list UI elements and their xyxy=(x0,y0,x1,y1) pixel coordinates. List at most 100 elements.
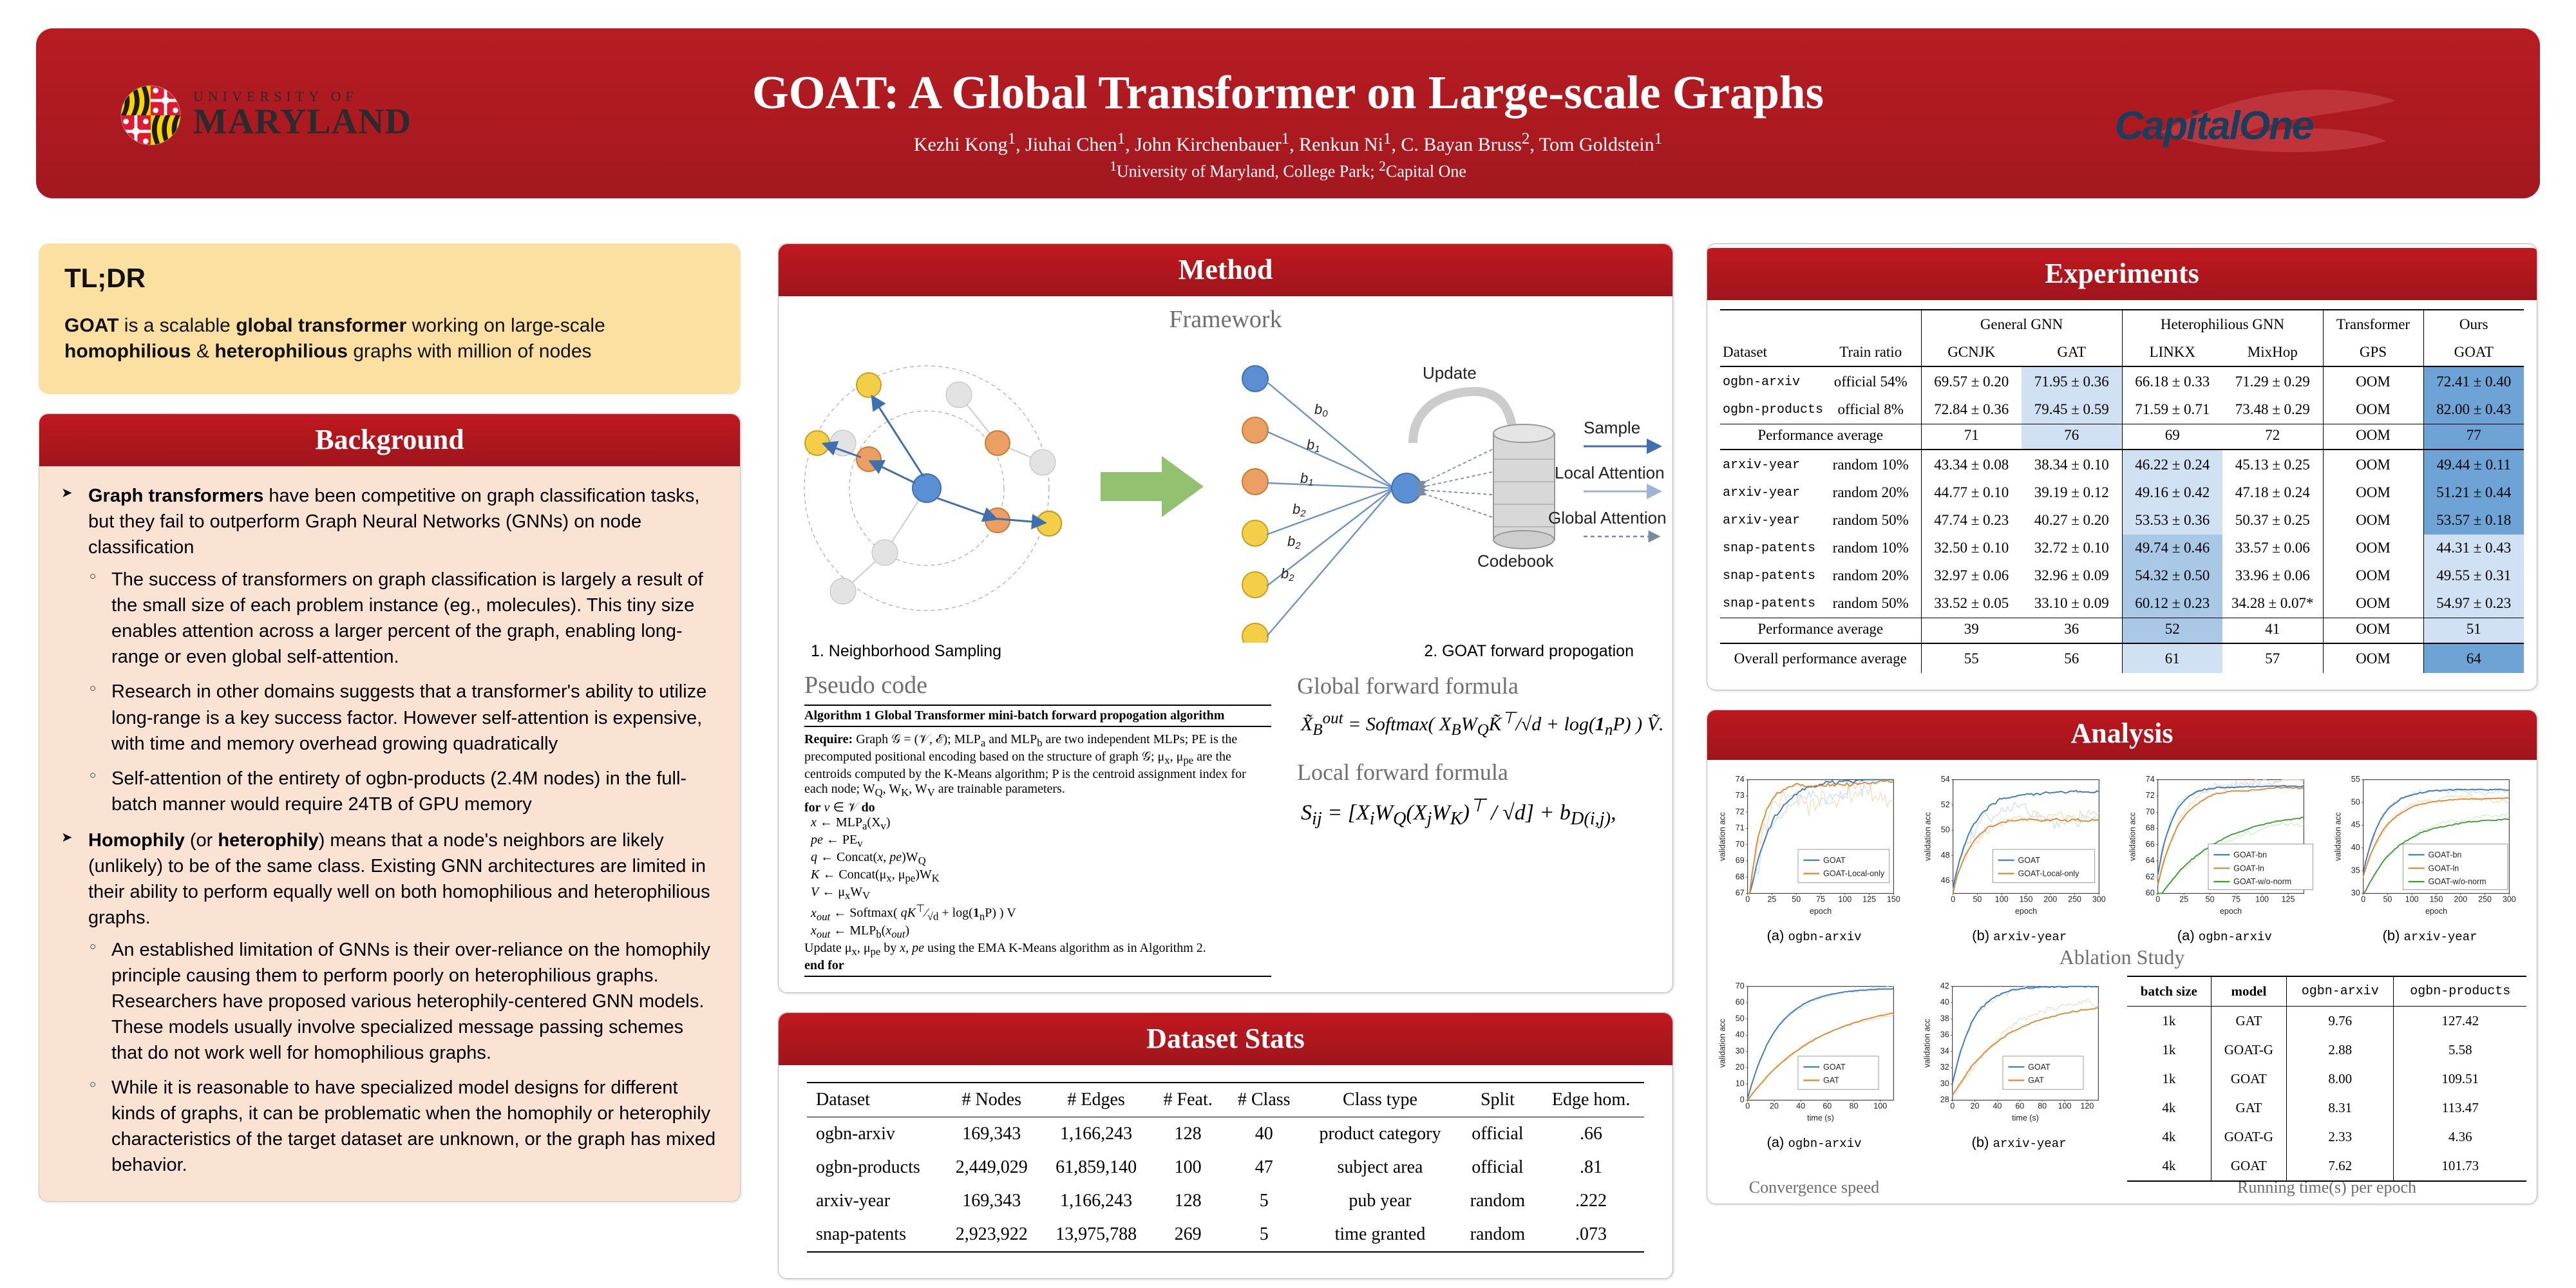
svg-text:epoch: epoch xyxy=(2015,907,2037,916)
svg-text:62: 62 xyxy=(2146,872,2155,881)
svg-text:GOAT-ln: GOAT-ln xyxy=(2428,864,2459,873)
svg-text:125: 125 xyxy=(2282,895,2295,904)
svg-text:20: 20 xyxy=(1736,1063,1745,1072)
svg-text:75: 75 xyxy=(1816,895,1825,904)
svg-text:46: 46 xyxy=(1940,876,1949,885)
svg-text:50: 50 xyxy=(1940,825,1949,834)
svg-text:74: 74 xyxy=(1736,775,1745,784)
svg-text:100: 100 xyxy=(1838,895,1852,904)
svg-text:epoch: epoch xyxy=(2220,907,2242,916)
svg-text:epoch: epoch xyxy=(2425,907,2447,916)
svg-text:0: 0 xyxy=(1950,1101,1955,1110)
svg-text:time (s): time (s) xyxy=(1807,1113,1834,1122)
svg-text:GOAT: GOAT xyxy=(1823,855,1846,864)
svg-text:72: 72 xyxy=(2146,791,2155,800)
svg-text:52: 52 xyxy=(1940,800,1949,809)
svg-text:validation acc: validation acc xyxy=(1718,1019,1727,1068)
svg-text:b2: b2 xyxy=(1281,565,1294,583)
svg-text:Codebook: Codebook xyxy=(1477,551,1555,571)
svg-text:34: 34 xyxy=(1940,1046,1949,1055)
svg-text:30: 30 xyxy=(1736,1046,1745,1055)
svg-text:80: 80 xyxy=(1850,1101,1859,1110)
svg-text:60: 60 xyxy=(2015,1101,2024,1110)
svg-text:b0: b0 xyxy=(1314,401,1328,419)
svg-text:validation acc: validation acc xyxy=(2128,812,2137,861)
svg-text:50: 50 xyxy=(2351,797,2360,806)
svg-text:40: 40 xyxy=(1796,1101,1805,1110)
svg-text:75: 75 xyxy=(2231,895,2240,904)
svg-text:GOAT: GOAT xyxy=(2018,855,2040,864)
svg-text:100: 100 xyxy=(2255,895,2269,904)
svg-text:150: 150 xyxy=(2430,895,2443,904)
svg-text:Sample: Sample xyxy=(1584,418,1640,437)
svg-text:validation acc: validation acc xyxy=(2334,812,2343,861)
svg-text:epoch: epoch xyxy=(1810,907,1832,916)
svg-text:55: 55 xyxy=(2351,775,2360,784)
svg-text:300: 300 xyxy=(2503,895,2516,904)
svg-text:60: 60 xyxy=(1736,998,1745,1007)
svg-text:Global Attention: Global Attention xyxy=(1548,508,1667,527)
svg-text:40: 40 xyxy=(1993,1101,2002,1110)
svg-text:40: 40 xyxy=(2351,843,2360,852)
svg-text:48: 48 xyxy=(1940,850,1949,859)
svg-text:64: 64 xyxy=(2146,856,2155,865)
svg-text:70: 70 xyxy=(1736,981,1745,990)
svg-text:70: 70 xyxy=(2146,807,2155,816)
svg-text:120: 120 xyxy=(2080,1101,2094,1110)
svg-text:36: 36 xyxy=(1940,1030,1949,1039)
svg-text:0: 0 xyxy=(2361,895,2365,904)
svg-text:30: 30 xyxy=(1940,1079,1949,1088)
svg-text:validation acc: validation acc xyxy=(1923,1019,1932,1068)
svg-text:40: 40 xyxy=(1736,1030,1745,1039)
svg-text:68: 68 xyxy=(2146,823,2155,832)
svg-text:0: 0 xyxy=(1745,895,1750,904)
svg-text:74: 74 xyxy=(2146,775,2155,784)
svg-text:250: 250 xyxy=(2478,895,2492,904)
svg-text:200: 200 xyxy=(2454,895,2467,904)
svg-text:42: 42 xyxy=(1940,981,1949,990)
svg-text:0: 0 xyxy=(1745,1101,1750,1110)
svg-text:30: 30 xyxy=(2351,888,2360,897)
svg-text:125: 125 xyxy=(1862,895,1876,904)
svg-text:GOAT-Local-only: GOAT-Local-only xyxy=(2018,869,2079,878)
svg-text:60: 60 xyxy=(2146,888,2155,897)
svg-text:70: 70 xyxy=(1736,839,1745,848)
svg-text:72: 72 xyxy=(1736,807,1745,816)
svg-text:35: 35 xyxy=(2351,866,2360,875)
svg-text:GOAT-w/o-norm: GOAT-w/o-norm xyxy=(2233,877,2291,886)
svg-text:100: 100 xyxy=(2058,1101,2072,1110)
svg-text:300: 300 xyxy=(2092,895,2106,904)
svg-text:GAT: GAT xyxy=(2028,1075,2044,1084)
svg-text:80: 80 xyxy=(2038,1101,2047,1110)
svg-text:20: 20 xyxy=(1971,1101,1980,1110)
svg-text:68: 68 xyxy=(1736,872,1745,881)
svg-text:b1: b1 xyxy=(1307,437,1320,455)
svg-text:GOAT-bn: GOAT-bn xyxy=(2428,850,2461,859)
svg-text:validation acc: validation acc xyxy=(1718,812,1727,861)
svg-text:b2: b2 xyxy=(1287,533,1301,551)
svg-text:69: 69 xyxy=(1736,856,1745,865)
svg-text:50: 50 xyxy=(1973,895,1982,904)
svg-text:b1: b1 xyxy=(1300,470,1314,488)
svg-text:25: 25 xyxy=(1767,895,1776,904)
svg-text:0: 0 xyxy=(1740,1095,1745,1104)
svg-text:20: 20 xyxy=(1770,1101,1779,1110)
svg-text:71: 71 xyxy=(1736,823,1745,832)
svg-text:GOAT-w/o-norm: GOAT-w/o-norm xyxy=(2428,877,2486,886)
svg-text:38: 38 xyxy=(1940,1014,1949,1023)
svg-text:100: 100 xyxy=(2405,895,2419,904)
svg-text:100: 100 xyxy=(1994,895,2008,904)
svg-text:GAT: GAT xyxy=(1823,1075,1839,1084)
svg-text:GOAT: GOAT xyxy=(2028,1062,2050,1071)
svg-text:50: 50 xyxy=(2206,895,2215,904)
svg-text:32: 32 xyxy=(1940,1063,1949,1072)
svg-text:50: 50 xyxy=(1792,895,1801,904)
svg-text:150: 150 xyxy=(2019,895,2032,904)
svg-text:66: 66 xyxy=(2146,839,2155,848)
svg-text:250: 250 xyxy=(2068,895,2081,904)
svg-text:50: 50 xyxy=(2383,895,2392,904)
svg-text:200: 200 xyxy=(2043,895,2057,904)
svg-text:0: 0 xyxy=(1951,895,1955,904)
svg-text:150: 150 xyxy=(1887,895,1900,904)
svg-text:40: 40 xyxy=(1940,998,1949,1007)
